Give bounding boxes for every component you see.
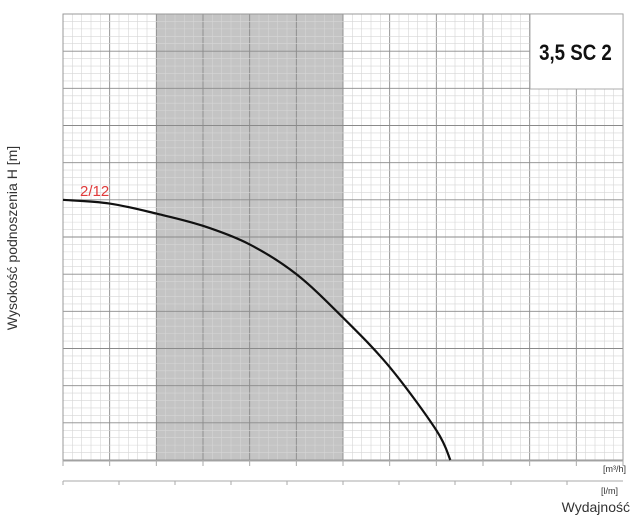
x2-unit-label: [l/m] xyxy=(601,486,618,496)
grid xyxy=(62,13,624,461)
series-label: 2/12 xyxy=(80,183,109,200)
x-axis-label: Wydajność xyxy=(562,499,630,515)
y-axis-label: Wysokość podnoszenia H [m] xyxy=(4,146,20,330)
title-box xyxy=(529,13,624,90)
series-line-2-12 xyxy=(62,198,452,461)
x-unit-label: [m³/h] xyxy=(603,464,626,474)
chart-title: 3,5 SC 2 xyxy=(539,42,612,66)
